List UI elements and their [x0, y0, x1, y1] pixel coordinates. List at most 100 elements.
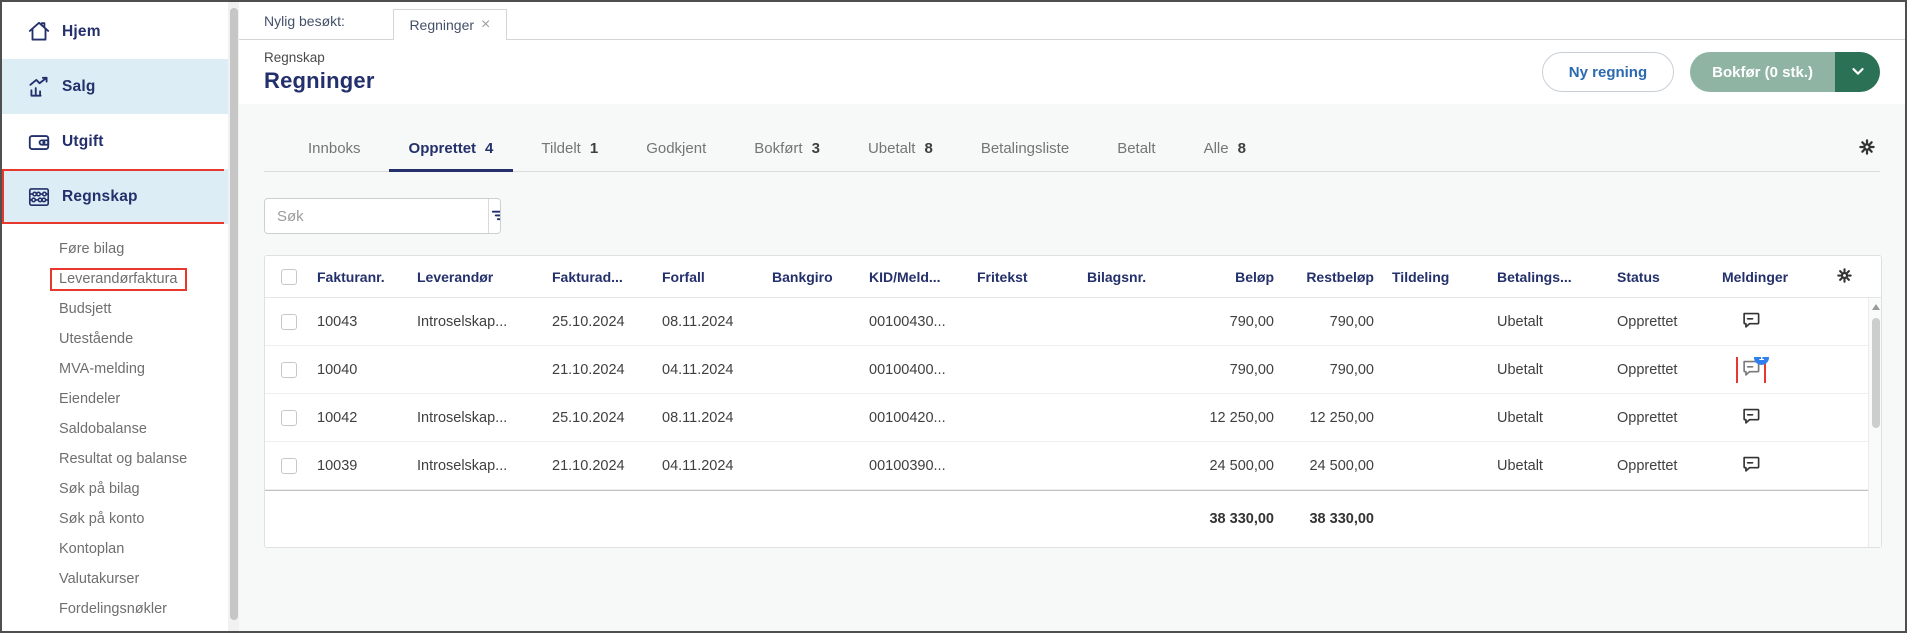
sidebar-subitem-kontoplan[interactable]: Kontoplan: [59, 541, 125, 557]
annotation-box[interactable]: 1: [1736, 356, 1769, 383]
sidebar-subitem-valutakurser[interactable]: Valutakurser: [59, 571, 140, 587]
cell-fakturadato: 21.10.2024: [552, 457, 625, 474]
sidebar-subitem-søk-på-konto[interactable]: Søk på konto: [59, 511, 145, 527]
post-button-group: Bokfør (0 stk.): [1690, 52, 1880, 92]
cell-restbelop: 790,00: [1329, 361, 1374, 378]
sales-chart-icon: [16, 74, 62, 100]
sidebar-subitem-søk-på-bilag[interactable]: Søk på bilag: [59, 481, 140, 497]
sidebar-subitem-eiendeler[interactable]: Eiendeler: [59, 391, 121, 407]
message-button[interactable]: [1740, 405, 1762, 431]
tab-opprettet[interactable]: Opprettet 4: [385, 126, 518, 172]
sidebar-scrollbar-thumb[interactable]: [229, 8, 238, 620]
column-header-fritekst: Fritekst: [977, 268, 1028, 285]
message-count-badge: 1: [1754, 356, 1769, 365]
cell-leverandor: Introselskap...: [417, 313, 508, 330]
sidebar-item-hjem[interactable]: Hjem: [2, 4, 239, 59]
message-button[interactable]: [1740, 453, 1762, 479]
message-button[interactable]: [1740, 309, 1762, 335]
content-area: Innboks Opprettet 4 Tildelt 1 Godkjent Bokført…: [239, 104, 1905, 631]
sidebar-sub-nav: Føre bilag Leverandørfaktura Budsjett Utest…: [2, 234, 239, 624]
recent-tab-regninger[interactable]: Regninger ×: [392, 9, 507, 40]
cell-leverandor: Introselskap...: [417, 457, 508, 474]
chevron-down-icon: [1849, 62, 1867, 83]
column-header-status: Status: [1617, 268, 1660, 285]
cell-select: [265, 313, 313, 330]
wallet-icon: [16, 129, 62, 155]
cell-status: Opprettet: [1617, 457, 1678, 474]
tab-alle[interactable]: Alle 8: [1203, 140, 1246, 157]
scroll-up-arrow-icon[interactable]: [1872, 304, 1880, 310]
select-all-checkbox[interactable]: [281, 268, 297, 285]
breadcrumb[interactable]: Regnskap: [264, 50, 325, 65]
table-row[interactable]: 10040 21.10.2024 04.11.2024 00100400... 790,…: [265, 346, 1881, 394]
column-header-bankgiro: Bankgiro: [772, 268, 833, 285]
cell-meldinger: [1718, 309, 1828, 335]
search-bar: [264, 198, 501, 234]
cell-fakturadato: 25.10.2024: [552, 313, 625, 330]
column-header-belop: Beløp: [1235, 268, 1274, 285]
new-bill-button[interactable]: Ny regning: [1541, 52, 1675, 92]
gear-icon: [1858, 138, 1876, 159]
close-icon[interactable]: ×: [481, 16, 491, 33]
sidebar-subitem-saldobalanse[interactable]: Saldobalanse: [59, 421, 147, 437]
sidebar-subitem-mva-melding[interactable]: MVA-melding: [59, 361, 145, 377]
sidebar-scrollbar[interactable]: [228, 2, 239, 631]
sidebar-item-label: Utgift: [62, 132, 104, 150]
sidebar-subitem-resultat-og-balanse[interactable]: Resultat og balanse: [59, 451, 188, 467]
table-row[interactable]: 10043 Introselskap... 25.10.2024 08.11.2024…: [265, 298, 1881, 346]
tab-count: 8: [924, 140, 933, 157]
cell-meldinger: [1718, 405, 1828, 431]
message-icon: [1740, 453, 1762, 479]
sidebar-item-salg[interactable]: Salg: [2, 59, 239, 114]
status-tabs: Innboks Opprettet 4 Tildelt 1 Godkjent Bokført…: [264, 126, 1270, 172]
tabstrip-settings-button[interactable]: [1854, 134, 1880, 163]
cell-belop: 24 500,00: [1209, 457, 1274, 474]
cell-fakturanr: 10043: [317, 313, 358, 330]
sidebar-subitem-fordelingsnøkler[interactable]: Fordelingsnøkler: [59, 601, 167, 617]
main-area: Nylig besøkt: Regninger × Regnskap Regni…: [239, 2, 1905, 631]
sidebar-subitem-budsjett[interactable]: Budsjett: [59, 301, 112, 317]
tab-count: 4: [485, 140, 494, 157]
cell-kid: 00100430...: [869, 313, 946, 330]
tab-ubetalt[interactable]: Ubetalt 8: [867, 140, 933, 157]
sidebar-item-utgift[interactable]: Utgift: [2, 114, 239, 169]
cell-forfall: 08.11.2024: [662, 313, 734, 330]
sidebar-subitem-utestående[interactable]: Utestående: [59, 331, 134, 347]
table-row[interactable]: 10039 Introselskap... 21.10.2024 04.11.2024…: [265, 442, 1881, 490]
recently-visited-label: Nylig besøkt:: [264, 13, 345, 29]
tab-betalt[interactable]: Betalt: [1117, 140, 1156, 157]
cell-fakturadato: 21.10.2024: [552, 361, 625, 378]
row-checkbox[interactable]: [281, 409, 297, 426]
cell-fakturanr: 10040: [317, 361, 358, 378]
column-header-tildeling: Tildeling: [1392, 268, 1450, 285]
cell-status: Opprettet: [1617, 313, 1678, 330]
search-input[interactable]: [265, 199, 488, 233]
post-button[interactable]: Bokfør (0 stk.): [1690, 52, 1835, 92]
sidebar-item-regnskap[interactable]: Regnskap: [2, 169, 228, 224]
row-checkbox[interactable]: [281, 361, 297, 378]
table-settings-button[interactable]: [1832, 263, 1857, 291]
tab-tildelt[interactable]: Tildelt 1: [541, 140, 599, 157]
table-scrollbar[interactable]: [1868, 298, 1881, 547]
column-header-fakturadato: Fakturad...: [552, 268, 623, 285]
cell-status: Opprettet: [1617, 361, 1678, 378]
cell-select: [265, 409, 313, 426]
tab-innboks[interactable]: Innboks: [308, 140, 361, 157]
tab-bokført[interactable]: Bokført 3: [754, 140, 820, 157]
table-header-row: Fakturanr. Leverandør Fakturad... Forfall Ba…: [265, 256, 1881, 298]
tab-betalingsliste[interactable]: Betalingsliste: [980, 140, 1070, 157]
sidebar-subitem-føre-bilag[interactable]: Føre bilag: [59, 241, 125, 257]
message-icon: [1740, 405, 1762, 431]
column-header-restbelop: Restbeløp: [1306, 268, 1374, 285]
filter-button[interactable]: [488, 199, 500, 233]
sidebar-main-nav: Hjem Salg Utgift Regnskap: [2, 2, 239, 224]
table-scrollbar-thumb[interactable]: [1871, 318, 1880, 428]
sidebar-subitem-leverandørfaktura[interactable]: Leverandørfaktura: [2, 264, 239, 294]
tab-godkjent[interactable]: Godkjent: [646, 140, 707, 157]
row-checkbox[interactable]: [281, 313, 297, 330]
table-row[interactable]: 10042 Introselskap... 25.10.2024 08.11.2024…: [265, 394, 1881, 442]
row-checkbox[interactable]: [281, 457, 297, 474]
cell-restbelop: 24 500,00: [1309, 457, 1374, 474]
post-dropdown-button[interactable]: [1835, 52, 1880, 92]
